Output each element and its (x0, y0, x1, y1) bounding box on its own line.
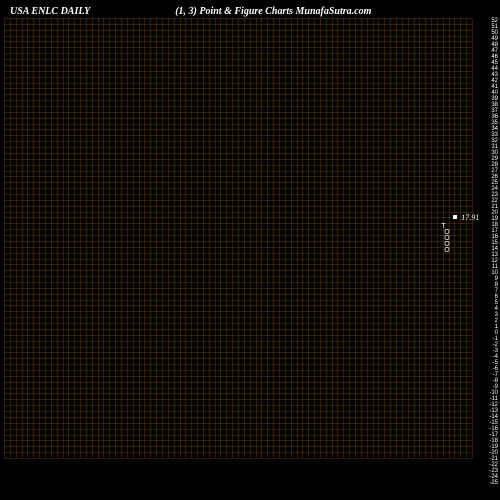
grid-line-vertical (349, 18, 350, 458)
grid-line-vertical (127, 18, 128, 458)
grid-line-vertical (355, 18, 356, 458)
grid-line-vertical (267, 18, 268, 458)
grid-line-vertical (133, 18, 134, 458)
grid-line-vertical (320, 18, 321, 458)
grid-line-vertical (121, 18, 122, 458)
grid-line-vertical (378, 18, 379, 458)
grid-line-vertical (92, 18, 93, 458)
ticker-title: USA ENLC DAILY (10, 6, 90, 17)
grid-line-vertical (27, 18, 28, 458)
grid-line-vertical (302, 18, 303, 458)
grid-line-vertical (384, 18, 385, 458)
grid-line-vertical (402, 18, 403, 458)
grid-line-vertical (185, 18, 186, 458)
grid-line-vertical (343, 18, 344, 458)
grid-line-vertical (4, 18, 5, 458)
grid-line-vertical (115, 18, 116, 458)
grid-line-vertical (431, 18, 432, 458)
grid-line-vertical (197, 18, 198, 458)
grid-line-vertical (220, 18, 221, 458)
grid-line-vertical (51, 18, 52, 458)
chart-subtitle: (1, 3) Point & Figure Charts MunafaSutra… (175, 6, 371, 17)
grid-line-vertical (162, 18, 163, 458)
grid-line-vertical (33, 18, 34, 458)
grid-line-vertical (174, 18, 175, 458)
grid-line-vertical (314, 18, 315, 458)
grid-line-horizontal (4, 458, 472, 459)
grid-line-vertical (337, 18, 338, 458)
grid-line-vertical (291, 18, 292, 458)
grid-line-vertical (279, 18, 280, 458)
grid-line-vertical (22, 18, 23, 458)
grid-line-vertical (203, 18, 204, 458)
grid-line-vertical (109, 18, 110, 458)
grid-line-vertical (326, 18, 327, 458)
grid-line-vertical (373, 18, 374, 458)
grid-line-vertical (408, 18, 409, 458)
grid-line-vertical (39, 18, 40, 458)
grid-line-vertical (367, 18, 368, 458)
chart-header: USA ENLC DAILY (1, 3) Point & Figure Cha… (0, 6, 500, 17)
grid-line-vertical (156, 18, 157, 458)
grid-line-vertical (250, 18, 251, 458)
grid-line-vertical (139, 18, 140, 458)
grid-line-vertical (180, 18, 181, 458)
grid-line-vertical (191, 18, 192, 458)
price-marker (453, 215, 457, 219)
grid-line-vertical (68, 18, 69, 458)
grid-line-vertical (215, 18, 216, 458)
grid-line-vertical (297, 18, 298, 458)
grid-line-vertical (261, 18, 262, 458)
grid-line-vertical (244, 18, 245, 458)
grid-line-vertical (103, 18, 104, 458)
grid-line-vertical (454, 18, 455, 458)
grid-line-vertical (45, 18, 46, 458)
grid-line-vertical (10, 18, 11, 458)
grid-line-vertical (466, 18, 467, 458)
grid-line-vertical (425, 18, 426, 458)
grid-line-vertical (232, 18, 233, 458)
grid-line-vertical (256, 18, 257, 458)
grid-line-vertical (168, 18, 169, 458)
y-axis: 5251504948474645444342414039383736353433… (476, 18, 498, 458)
grid-line-vertical (273, 18, 274, 458)
grid-line-vertical (419, 18, 420, 458)
grid-line-vertical (238, 18, 239, 458)
grid-line-vertical (361, 18, 362, 458)
grid-line-vertical (98, 18, 99, 458)
grid-line-vertical (390, 18, 391, 458)
grid-line-vertical (308, 18, 309, 458)
grid-line-vertical (57, 18, 58, 458)
grid-line-vertical (80, 18, 81, 458)
grid-line-vertical (150, 18, 151, 458)
grid-line-vertical (74, 18, 75, 458)
grid-line-vertical (63, 18, 64, 458)
grid-line-vertical (226, 18, 227, 458)
grid-line-vertical (396, 18, 397, 458)
grid-line-vertical (16, 18, 17, 458)
grid-line-vertical (209, 18, 210, 458)
grid-line-vertical (460, 18, 461, 458)
grid-line-vertical (144, 18, 145, 458)
grid-line-vertical (472, 18, 473, 458)
chart-grid: 17.91TOOOO (4, 18, 472, 458)
grid-line-vertical (285, 18, 286, 458)
grid-line-vertical (86, 18, 87, 458)
pnf-glyph: O (444, 247, 449, 254)
grid-line-vertical (332, 18, 333, 458)
y-axis-label: -25 (476, 480, 498, 486)
grid-line-vertical (414, 18, 415, 458)
grid-line-vertical (437, 18, 438, 458)
